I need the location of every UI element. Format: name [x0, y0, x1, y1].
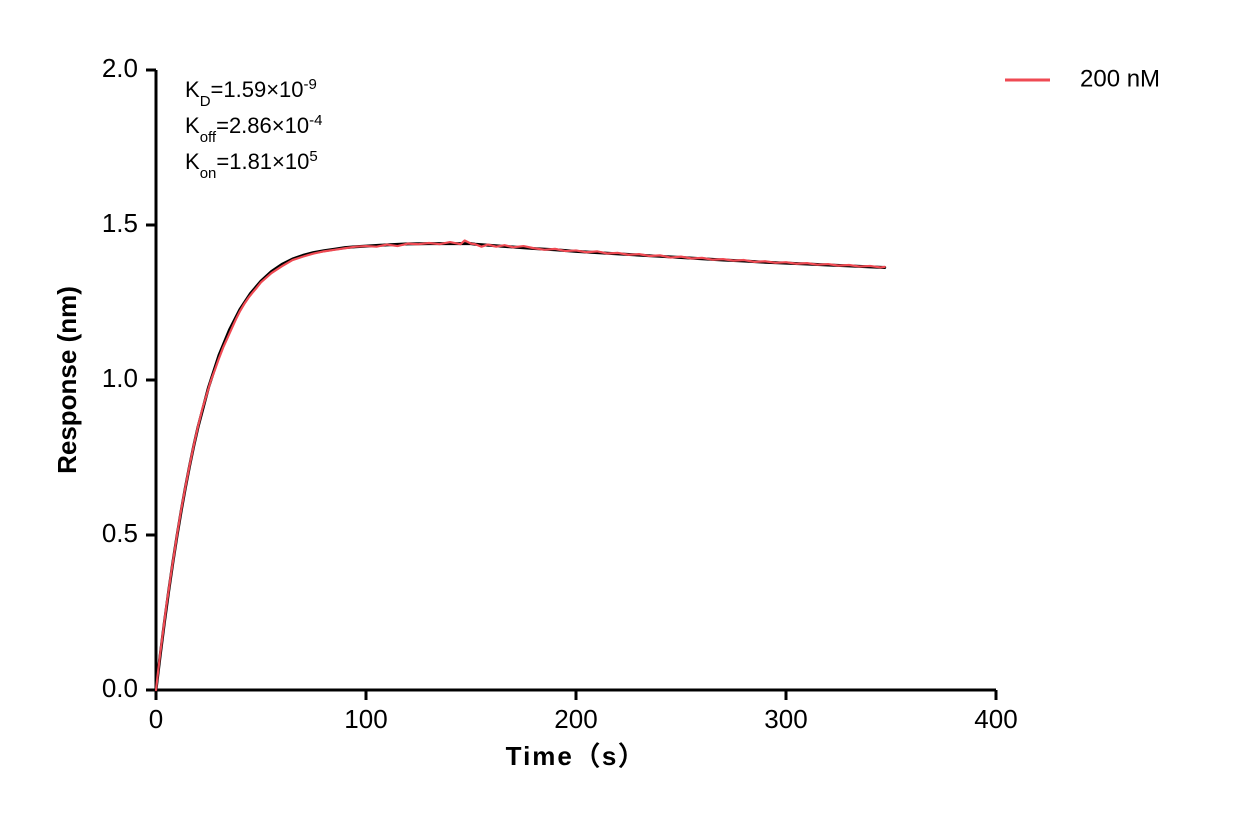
y-tick-label: 0.0 — [102, 673, 138, 703]
x-axis-label: Time（s） — [506, 741, 647, 771]
y-tick-label: 1.5 — [102, 208, 138, 238]
x-tick-label: 200 — [554, 704, 597, 734]
legend-label: 200 nM — [1080, 65, 1160, 92]
x-tick-label: 0 — [149, 704, 163, 734]
kinetics-chart: 0.0 0.5 1.0 1.5 2.0 0 100 200 300 400 Time（s） Respo… — [0, 0, 1233, 825]
x-tick-label: 300 — [764, 704, 807, 734]
y-tick-label: 0.5 — [102, 518, 138, 548]
y-axis-label: Response (nm) — [52, 286, 82, 474]
x-tick-label: 400 — [974, 704, 1017, 734]
chart-svg: 0.0 0.5 1.0 1.5 2.0 0 100 200 300 400 Time（s） Respo… — [0, 0, 1233, 825]
y-tick-label: 1.0 — [102, 363, 138, 393]
x-tick-label: 100 — [344, 704, 387, 734]
y-tick-label: 2.0 — [102, 53, 138, 83]
